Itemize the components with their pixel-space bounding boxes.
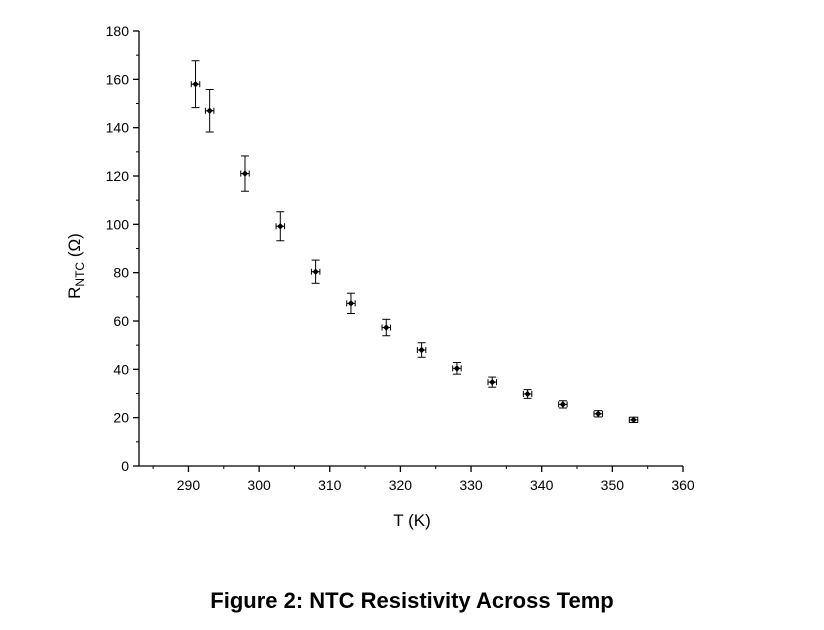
y-tick-label: 80 — [113, 265, 129, 281]
data-point — [628, 416, 639, 424]
data-point — [190, 60, 201, 109]
x-tick-label: 320 — [389, 477, 413, 493]
y-tick-label: 0 — [121, 458, 129, 474]
y-tick-label: 160 — [106, 71, 130, 87]
data-point — [381, 318, 392, 337]
x-tick-label: 310 — [318, 477, 342, 493]
y-tick-label: 140 — [106, 120, 130, 136]
y-tick-label: 120 — [106, 168, 130, 184]
diamond-marker — [383, 324, 390, 331]
x-tick-label: 330 — [459, 477, 483, 493]
data-point — [204, 88, 215, 133]
ticks: 0 20 40 60 80 100 120 140 160 180 290 300 310 320 330 3… — [106, 23, 695, 493]
x-tick-label: 340 — [530, 477, 554, 493]
y-axis-title-main: R — [65, 287, 84, 299]
diamond-marker — [453, 365, 461, 372]
data-point — [240, 155, 250, 192]
data-point — [522, 389, 533, 399]
figure-caption: Figure 2: NTC Resistivity Across Temp — [210, 588, 614, 613]
data-point — [310, 259, 321, 284]
diamond-marker — [347, 300, 355, 307]
diamond-marker — [630, 416, 637, 424]
data-point — [275, 211, 286, 242]
diamond-marker — [489, 378, 496, 386]
y-axis-title-unit: (Ω) — [65, 233, 84, 262]
diamond-marker — [524, 390, 531, 398]
diamond-marker — [595, 410, 602, 417]
diamond-marker — [418, 346, 425, 354]
x-tick-label: 290 — [177, 477, 201, 493]
diamond-marker — [206, 107, 213, 114]
diamond-marker — [312, 268, 319, 275]
y-tick-label: 180 — [106, 23, 130, 39]
x-axis-title: T (K) — [393, 511, 430, 530]
data-point — [416, 342, 427, 358]
data-point — [558, 400, 568, 409]
y-axis-title: RNTC (Ω) — [65, 233, 87, 299]
y-tick-label: 20 — [113, 410, 129, 426]
x-tick-label: 360 — [671, 477, 695, 493]
x-tick-label: 350 — [601, 477, 625, 493]
axes — [138, 31, 683, 467]
x-tick-label: 300 — [247, 477, 271, 493]
data-points — [190, 60, 639, 424]
data-point — [487, 376, 497, 388]
data-point — [593, 410, 603, 418]
y-tick-label: 100 — [106, 216, 130, 232]
diamond-marker — [277, 223, 284, 230]
diamond-marker — [559, 401, 567, 408]
y-axis-title-sub: NTC — [73, 262, 87, 287]
diamond-marker — [192, 80, 199, 88]
y-tick-label: 60 — [113, 313, 129, 329]
y-tick-label: 40 — [113, 361, 129, 377]
diamond-marker — [241, 170, 249, 177]
data-point — [452, 362, 462, 375]
data-point — [346, 292, 356, 315]
